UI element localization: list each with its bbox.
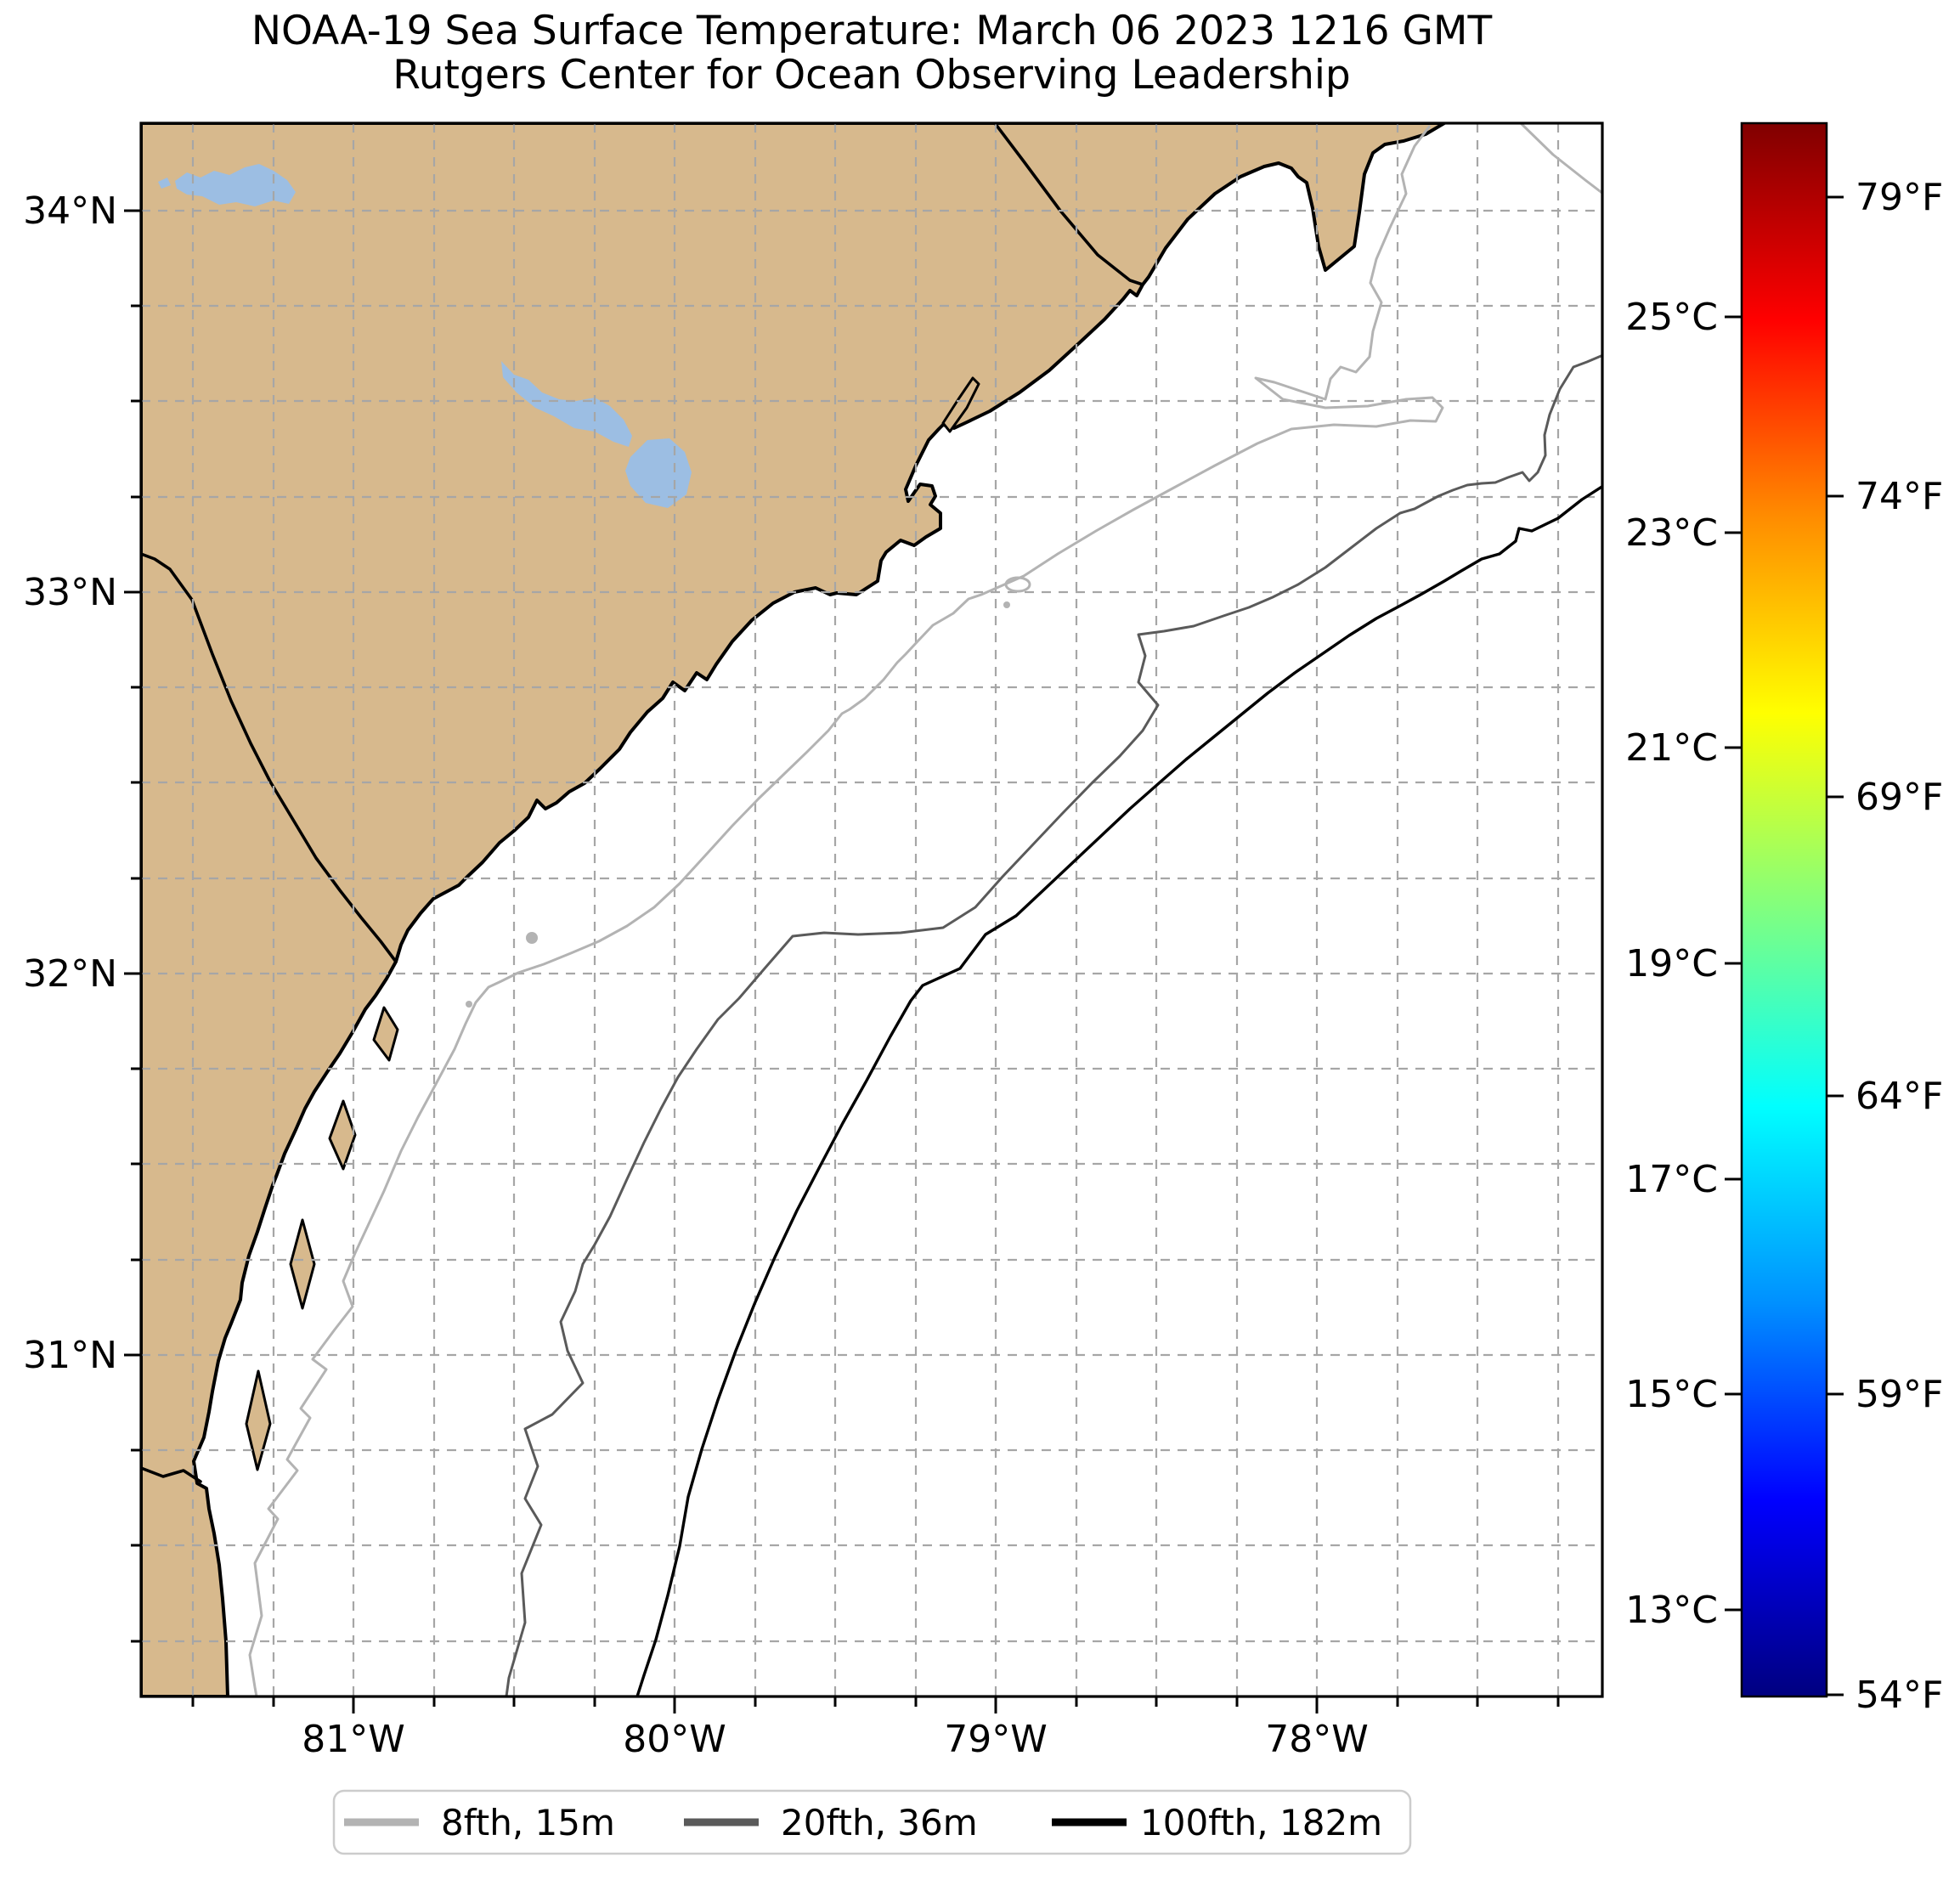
colorbar-frame	[1740, 121, 1828, 1698]
contour-100fth-182m	[635, 484, 1602, 1697]
lon-label-81w: 81°W	[302, 1718, 405, 1761]
y-axis-labels: 34°N 33°N 32°N 31°N	[23, 189, 117, 1377]
contour-8fth-dot	[1003, 601, 1010, 608]
colorbar-celsius-labels: 25°C 23°C 21°C 19°C 17°C 15°C 13°C	[1625, 296, 1718, 1632]
lat-label-31n: 31°N	[23, 1334, 117, 1377]
figure-title: NOAA-19 Sea Surface Temperature: March 0…	[251, 8, 1493, 54]
lake-moultrie	[625, 438, 692, 508]
cbar-label-79f: 79°F	[1856, 176, 1943, 219]
contour-8fth-corner	[1519, 123, 1602, 195]
contour-8fth-dot	[526, 932, 538, 944]
state-border-ga-fl	[141, 1466, 202, 1483]
colorbar-fahrenheit-labels: 79°F 74°F 69°F 64°F 59°F 54°F	[1856, 176, 1943, 1717]
lon-label-78w: 78°W	[1265, 1718, 1369, 1761]
land-mainland	[141, 123, 1446, 1697]
cbar-label-13c: 13°C	[1625, 1589, 1718, 1632]
state-border-sc-ga	[141, 552, 398, 963]
axis-ticks	[124, 209, 1560, 1713]
barrier-island	[328, 1099, 357, 1171]
map-panel	[141, 123, 1602, 1697]
colorbar-gradient	[1742, 123, 1827, 1697]
cbar-label-25c: 25°C	[1625, 296, 1718, 339]
contour-8fth-blob	[1004, 576, 1031, 593]
barrier-island	[941, 376, 980, 433]
lake-marion	[501, 361, 632, 447]
lake-murray-west	[158, 178, 171, 189]
cbar-label-17c: 17°C	[1625, 1158, 1718, 1201]
lat-label-33n: 33°N	[23, 571, 117, 614]
cbar-label-74f: 74°F	[1856, 475, 1943, 518]
cbar-label-15c: 15°C	[1625, 1373, 1718, 1416]
graticule-gridlines	[141, 123, 1602, 1697]
cbar-label-19c: 19°C	[1625, 942, 1718, 985]
lat-label-32n: 32°N	[23, 952, 117, 996]
barrier-island	[289, 1218, 316, 1310]
contour-20fth-36m	[505, 353, 1602, 1697]
depth-contour-legend: 8fth, 15m 20fth, 36m 100fth, 182m	[332, 1789, 1412, 1855]
lon-label-79w: 79°W	[944, 1718, 1048, 1761]
cbar-label-54f: 54°F	[1856, 1674, 1943, 1717]
legend-box	[332, 1789, 1412, 1855]
legend-label-100fth: 100fth, 182m	[1140, 1802, 1382, 1843]
lat-label-34n: 34°N	[23, 189, 117, 233]
lon-label-80w: 80°W	[623, 1718, 726, 1761]
cbar-label-69f: 69°F	[1856, 776, 1943, 819]
barrier-island	[245, 1369, 272, 1471]
colorbar-ticks	[1725, 195, 1844, 1697]
contour-8fth-15m	[248, 125, 1444, 1697]
colorbar: 25°C 23°C 21°C 19°C 17°C 15°C 13°C 79°F …	[1625, 121, 1943, 1717]
cbar-label-21c: 21°C	[1625, 726, 1718, 770]
barrier-island	[372, 1006, 399, 1062]
lake-murray	[175, 164, 296, 206]
legend-label-8fth: 8fth, 15m	[441, 1802, 615, 1843]
state-border-nc-sc	[993, 123, 1144, 286]
contour-8fth-dot	[466, 1001, 472, 1008]
cbar-label-23c: 23°C	[1625, 511, 1718, 555]
cbar-label-64f: 64°F	[1856, 1075, 1943, 1118]
cbar-label-59f: 59°F	[1856, 1373, 1943, 1416]
map-frame	[139, 121, 1604, 1698]
x-axis-labels: 81°W 80°W 79°W 78°W	[302, 1718, 1369, 1761]
legend-label-20fth: 20fth, 36m	[781, 1802, 978, 1843]
figure-subtitle: Rutgers Center for Ocean Observing Leade…	[393, 52, 1351, 99]
